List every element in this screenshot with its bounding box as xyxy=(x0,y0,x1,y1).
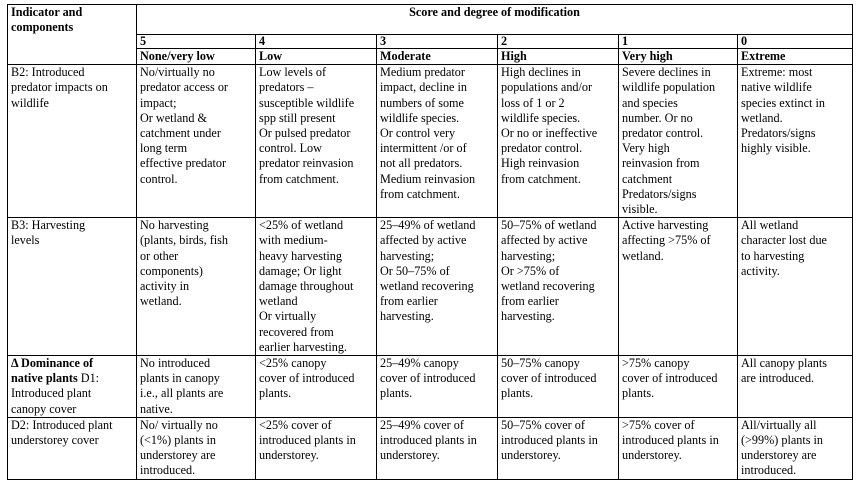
indicator-header: Indicator and components xyxy=(7,3,137,66)
table-cell: Medium predator impact, decline in numbe… xyxy=(376,64,498,219)
degree-cell: Low xyxy=(255,47,377,66)
degree-cell: None/very low xyxy=(136,47,256,66)
table-cell: >75% cover of introduced plants in under… xyxy=(618,416,738,480)
degree-row: None/very low Low Moderate High Very hig… xyxy=(8,47,853,66)
table-cell: No/virtually no predator access or impac… xyxy=(136,64,256,219)
table-cell: 50–75% of wetland affected by active har… xyxy=(497,217,619,357)
score-cell: 5 xyxy=(136,34,256,49)
table-cell: No/ virtually no (<1%) plants in underst… xyxy=(136,416,256,480)
score-cell: 3 xyxy=(376,34,498,49)
degree-cell: Very high xyxy=(618,47,738,66)
score-cell: 0 xyxy=(737,34,853,49)
degree-cell: High xyxy=(497,47,619,66)
score-cell: 1 xyxy=(618,34,738,49)
table-header-row: Indicator and components Score and degre… xyxy=(7,3,853,66)
score-cell: 4 xyxy=(255,34,377,49)
table-cell: 25–49% of wetland affected by active har… xyxy=(376,217,498,357)
table-cell: Severe declines in wildlife population a… xyxy=(618,64,738,219)
table-cell: All wetland character lost due to harves… xyxy=(737,217,853,357)
table-cell: <25% cover of introduced plants in under… xyxy=(255,416,377,480)
indicator-cell: Δ Dominance of native plants D1: Introdu… xyxy=(7,355,137,418)
table-cell: All canopy plants are introduced. xyxy=(737,355,853,418)
indicator-group-label: Δ Dominance of native plants xyxy=(11,356,94,386)
table-cell: High declines in populations and/or loss… xyxy=(497,64,619,219)
table-row: D2: Introduced plant understorey cover N… xyxy=(7,416,853,480)
table-row: Δ Dominance of native plants D1: Introdu… xyxy=(7,355,853,418)
indicator-cell: B3: Harvesting levels xyxy=(7,217,137,357)
table-row: B3: Harvesting levels No harvesting (pla… xyxy=(7,217,853,357)
table-cell: No harvesting (plants, birds, fish or ot… xyxy=(136,217,256,357)
degree-cell: Moderate xyxy=(376,47,498,66)
table-cell: Low levels of predators – susceptible wi… xyxy=(255,64,377,219)
table-cell: All/virtually all (>99%) plants in under… xyxy=(737,416,853,480)
table-cell: No introduced plants in canopy i.e., all… xyxy=(136,355,256,418)
table-cell: 25–49% cover of introduced plants in und… xyxy=(376,416,498,480)
score-header: Score and degree of modification xyxy=(136,4,853,35)
table-cell: 50–75% canopy cover of introduced plants… xyxy=(497,355,619,418)
score-cell: 2 xyxy=(497,34,619,49)
indicator-cell: D2: Introduced plant understorey cover xyxy=(7,416,137,480)
table-cell: >75% canopy cover of introduced plants. xyxy=(618,355,738,418)
table-cell: <25% of wetland with medium- heavy harve… xyxy=(255,217,377,357)
table-cell: Extreme: most native wildlife species ex… xyxy=(737,64,853,219)
table-cell: 25–49% canopy cover of introduced plants… xyxy=(376,355,498,418)
modification-score-table: Indicator and components Score and degre… xyxy=(7,3,853,480)
table-cell: <25% canopy cover of introduced plants. xyxy=(255,355,377,418)
degree-cell: Extreme xyxy=(737,47,853,66)
table-cell: 50–75% cover of introduced plants in und… xyxy=(497,416,619,480)
table-cell: Active harvesting affecting >75% of wetl… xyxy=(618,217,738,357)
table-row: B2: Introduced predator impacts on wildl… xyxy=(7,64,853,219)
indicator-label: D1: Introduced plant canopy cover xyxy=(11,371,100,416)
indicator-cell: B2: Introduced predator impacts on wildl… xyxy=(7,64,137,219)
